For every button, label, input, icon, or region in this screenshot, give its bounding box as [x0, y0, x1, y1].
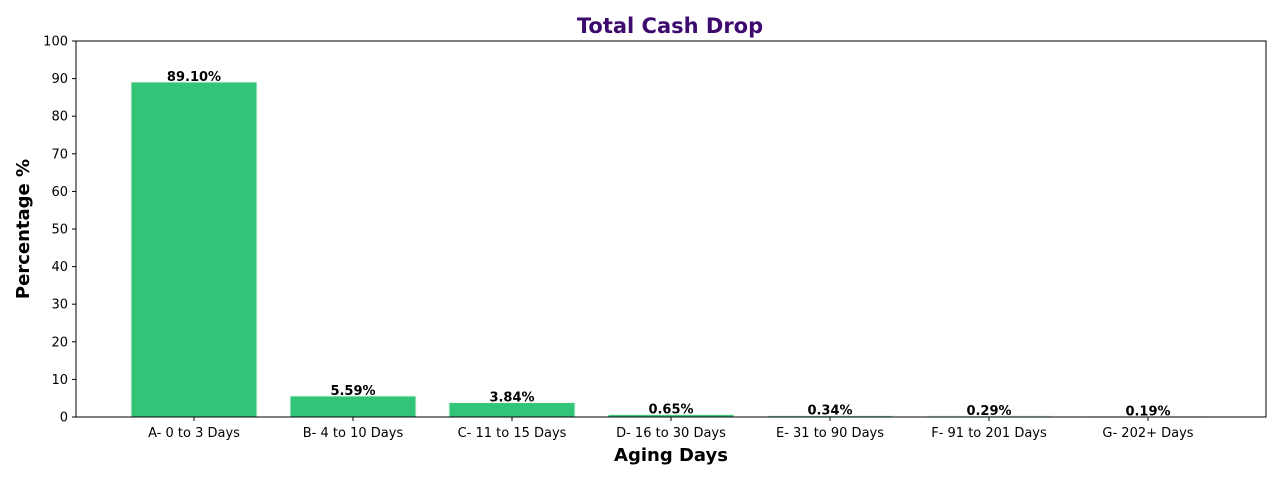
- x-tick-label: F- 91 to 201 Days: [931, 426, 1047, 441]
- y-tick-label: 80: [51, 110, 68, 125]
- y-axis-title: Percentage %: [13, 159, 34, 299]
- y-tick-label: 10: [51, 373, 68, 388]
- y-tick-label: 40: [51, 260, 68, 275]
- bar-data-label: 0.34%: [807, 404, 852, 419]
- x-tick-label: D- 16 to 30 Days: [616, 426, 726, 441]
- y-axis: 0 10 20 30 40 50 60 70 80 90 100: [43, 35, 76, 426]
- x-tick-label: E- 31 to 90 Days: [776, 426, 884, 441]
- bar: [130, 81, 258, 418]
- bar-data-label: 0.65%: [648, 403, 693, 418]
- bar-data-label: 89.10%: [167, 70, 221, 85]
- chart-title: Total Cash Drop: [577, 14, 763, 38]
- bars-group: 89.10% 5.59% 3.84% 0.65% 0.34% 0.29% 0.19%: [130, 70, 1212, 419]
- bar-data-label: 5.59%: [330, 384, 375, 399]
- bar-data-label: 0.19%: [1125, 404, 1170, 419]
- x-tick-label: A- 0 to 3 Days: [148, 426, 240, 441]
- x-axis: A- 0 to 3 Days B- 4 to 10 Days C- 11 to 15…: [148, 417, 1194, 441]
- x-tick-label: G- 202+ Days: [1102, 426, 1193, 441]
- bar-data-label: 0.29%: [966, 404, 1011, 419]
- y-tick-label: 0: [60, 411, 68, 426]
- y-tick-label: 100: [43, 35, 68, 50]
- plot-frame: [75, 40, 1267, 418]
- x-tick-label: B- 4 to 10 Days: [303, 426, 404, 441]
- y-tick-label: 30: [51, 298, 68, 313]
- y-tick-label: 50: [51, 223, 68, 238]
- bar: [289, 395, 417, 418]
- x-axis-title: Aging Days: [614, 445, 728, 466]
- y-tick-label: 60: [51, 185, 68, 200]
- y-tick-label: 90: [51, 72, 68, 87]
- y-tick-label: 70: [51, 147, 68, 162]
- y-tick-label: 20: [51, 335, 68, 350]
- bar-data-label: 3.84%: [489, 391, 534, 406]
- x-tick-label: C- 11 to 15 Days: [458, 426, 567, 441]
